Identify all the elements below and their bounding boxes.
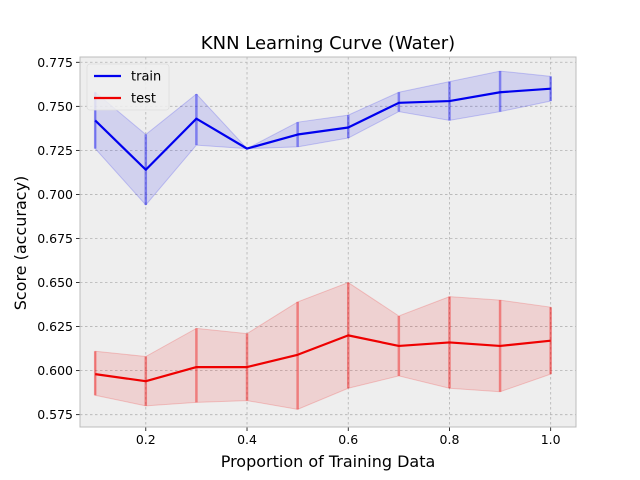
chart-title: KNN Learning Curve (Water) <box>201 33 455 54</box>
plot-area <box>80 57 576 427</box>
y-tick-label: 0.775 <box>37 55 73 70</box>
x-tick-label: 0.4 <box>237 432 257 447</box>
y-axis-ticks: 0.575 0.600 0.625 0.650 0.675 0.700 0.725 0.750… <box>37 55 80 422</box>
grid <box>80 57 576 427</box>
series-lines <box>94 87 551 383</box>
legend-label-train: train <box>131 70 161 85</box>
x-tick-label: 0.8 <box>440 432 460 447</box>
y-tick-label: 0.625 <box>37 319 73 334</box>
y-tick-label: 0.725 <box>37 143 73 158</box>
line-train <box>94 87 551 171</box>
x-axis-label: Proportion of Training Data <box>221 452 436 471</box>
x-tick-label: 0.6 <box>338 432 358 447</box>
line-test <box>95 334 551 383</box>
x-axis-ticks: 0.2 0.4 0.6 0.8 1.0 <box>136 427 561 447</box>
y-axis-label: Score (accuracy) <box>11 176 30 311</box>
y-tick-label: 0.600 <box>37 363 73 378</box>
x-tick-label: 0.2 <box>136 432 156 447</box>
x-tick-label: 1.0 <box>541 432 561 447</box>
y-tick-label: 0.700 <box>37 187 73 202</box>
y-tick-label: 0.575 <box>37 407 73 422</box>
legend-label-test: test <box>131 92 156 107</box>
y-tick-label: 0.650 <box>37 275 73 290</box>
legend: train test <box>86 63 170 111</box>
y-tick-label: 0.750 <box>37 99 73 114</box>
band-train <box>94 70 552 206</box>
y-tick-label: 0.675 <box>37 231 73 246</box>
plot-border <box>79 56 577 428</box>
